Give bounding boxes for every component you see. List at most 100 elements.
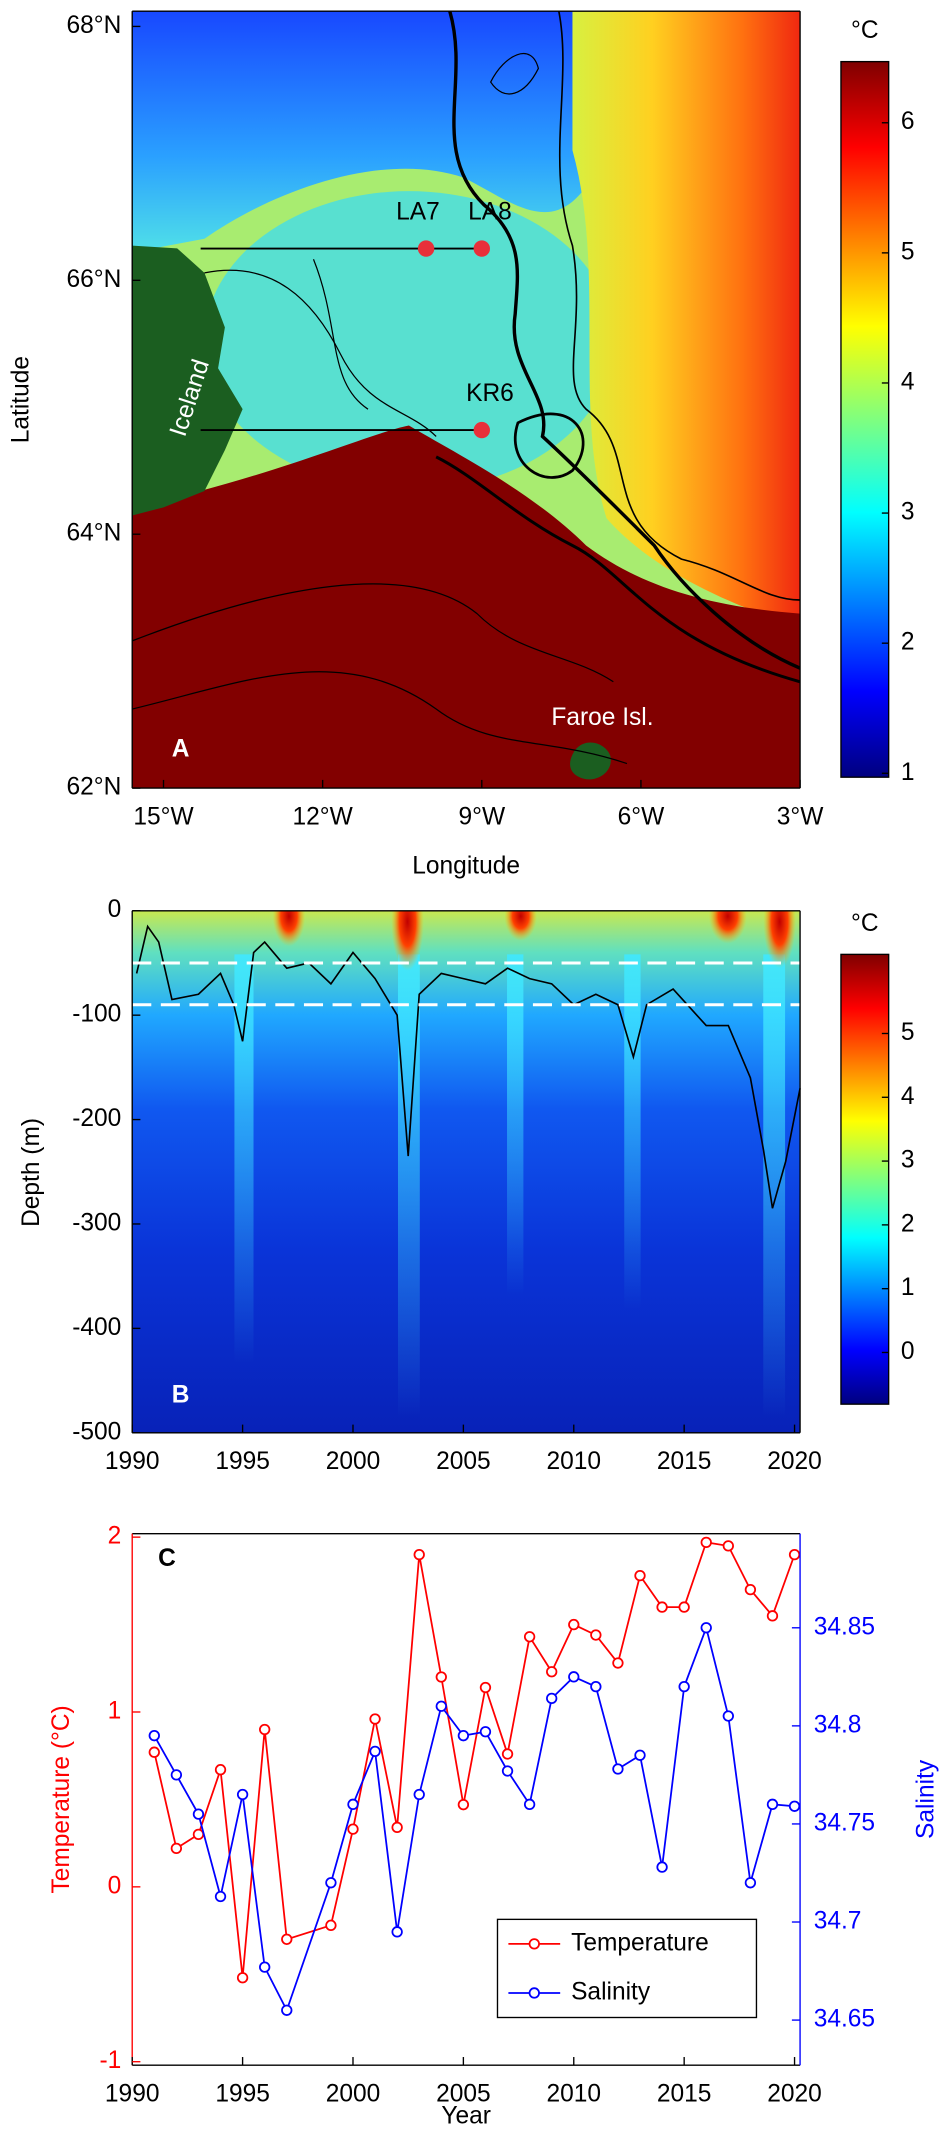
marker bbox=[479, 1726, 492, 1738]
marker bbox=[214, 1764, 227, 1776]
y-tick-label: 68°N bbox=[67, 12, 122, 39]
legend-marker bbox=[528, 1938, 540, 1950]
map-background bbox=[132, 11, 801, 789]
colorbar-tick-label: 4 bbox=[901, 368, 915, 395]
x-axis-label: Year bbox=[441, 2102, 491, 2129]
colorbar-tick-label: 3 bbox=[901, 1147, 915, 1174]
marker bbox=[612, 1657, 624, 1669]
y-tick-label: 2 bbox=[108, 1523, 122, 1550]
marker bbox=[634, 1569, 646, 1582]
marker bbox=[744, 1583, 757, 1596]
x-tick-label: 2000 bbox=[326, 2081, 381, 2108]
marker bbox=[656, 1601, 668, 1613]
station bbox=[473, 421, 490, 439]
marker bbox=[391, 1821, 403, 1834]
marker bbox=[236, 1972, 249, 1984]
colorbar-tick-label: 1 bbox=[901, 759, 915, 786]
x-tick-label: 1995 bbox=[215, 1448, 270, 1475]
x-tick-label: 2005 bbox=[436, 1448, 491, 1475]
y-tick-label: -1 bbox=[99, 2047, 121, 2074]
marker bbox=[413, 1548, 425, 1561]
colorbar-tick-label: 0 bbox=[901, 1338, 915, 1365]
marker bbox=[259, 1723, 271, 1736]
y-tick-label: -200 bbox=[72, 1105, 121, 1132]
x-tick-label: 2015 bbox=[657, 2081, 712, 2108]
colorbar bbox=[840, 60, 890, 778]
x-tick-label: 12°W bbox=[293, 804, 354, 831]
x-tick-label: 2020 bbox=[767, 2081, 822, 2108]
marker bbox=[325, 1919, 337, 1931]
y-tick-label: 66°N bbox=[67, 266, 122, 293]
marker bbox=[744, 1877, 757, 1889]
marker bbox=[170, 1842, 183, 1855]
marker bbox=[435, 1700, 447, 1712]
y-axis-label: Temperature (°C) bbox=[48, 1705, 75, 1893]
marker bbox=[656, 1861, 668, 1873]
legend-label: Salinity bbox=[571, 1978, 651, 2005]
y2-tick-label: 34.8 bbox=[814, 1711, 862, 1738]
panel-label: A bbox=[172, 735, 190, 762]
marker bbox=[413, 1788, 425, 1801]
marker bbox=[546, 1692, 558, 1705]
marker bbox=[634, 1749, 646, 1761]
series-line bbox=[153, 1541, 796, 1978]
y-tick-label: 0 bbox=[108, 896, 122, 923]
marker bbox=[148, 1730, 160, 1742]
y-tick-label: -400 bbox=[72, 1314, 121, 1341]
y2-tick-label: 34.65 bbox=[814, 2006, 875, 2033]
y-axis-label: Latitude bbox=[7, 356, 34, 443]
station-label: LA7 bbox=[396, 199, 440, 226]
colorbar-tick-label: 6 bbox=[901, 108, 915, 135]
legend-label: Temperature bbox=[571, 1929, 709, 1956]
marker bbox=[347, 1823, 359, 1835]
panel-label: B bbox=[172, 1381, 190, 1408]
x-tick-label: 1990 bbox=[105, 1448, 160, 1475]
x-axis-label: Longitude bbox=[412, 853, 520, 880]
y-tick-label: 0 bbox=[108, 1872, 122, 1899]
colorbar-label: °C bbox=[851, 17, 879, 44]
marker bbox=[568, 1671, 580, 1683]
y2-tick-label: 34.75 bbox=[814, 1809, 875, 1836]
station-label: LA8 bbox=[468, 199, 512, 226]
x-tick-label: 15°W bbox=[133, 804, 194, 831]
marker bbox=[501, 1748, 514, 1760]
x-tick-label: 2020 bbox=[767, 1448, 822, 1475]
y-tick-label: -300 bbox=[72, 1209, 121, 1236]
marker bbox=[369, 1745, 381, 1758]
marker bbox=[678, 1680, 690, 1693]
marker bbox=[766, 1610, 779, 1622]
colorbar bbox=[840, 953, 890, 1405]
marker bbox=[766, 1798, 779, 1810]
marker bbox=[369, 1713, 381, 1725]
marker bbox=[788, 1548, 801, 1561]
x-tick-label: 3°W bbox=[777, 804, 824, 831]
marker bbox=[170, 1769, 183, 1781]
station bbox=[417, 240, 435, 257]
colorbar-tick-label: 2 bbox=[901, 629, 915, 656]
marker bbox=[700, 1622, 712, 1634]
x-tick-label: 2000 bbox=[326, 1448, 381, 1475]
marker bbox=[722, 1540, 734, 1552]
colorbar-tick-label: 4 bbox=[901, 1083, 915, 1110]
marker bbox=[546, 1666, 558, 1678]
marker bbox=[457, 1799, 470, 1811]
colorbar-label: °C bbox=[851, 910, 879, 937]
y-tick-label: 64°N bbox=[67, 520, 122, 547]
x-tick-label: 1990 bbox=[105, 2081, 160, 2108]
x-tick-label: 2010 bbox=[546, 1448, 601, 1475]
marker bbox=[347, 1798, 359, 1810]
station bbox=[473, 240, 490, 257]
y2-axis-label: Salinity bbox=[912, 1759, 939, 1839]
x-tick-label: 6°W bbox=[618, 804, 665, 831]
marker bbox=[214, 1890, 227, 1903]
y2-tick-label: 34.85 bbox=[814, 1613, 875, 1640]
marker bbox=[148, 1746, 160, 1758]
annotation: Faroe Isl. bbox=[551, 704, 653, 731]
marker bbox=[435, 1671, 447, 1683]
marker bbox=[523, 1631, 536, 1643]
marker bbox=[700, 1536, 712, 1549]
marker bbox=[678, 1601, 690, 1613]
heatmap-background bbox=[132, 910, 801, 1433]
legend-box bbox=[496, 1918, 758, 2019]
